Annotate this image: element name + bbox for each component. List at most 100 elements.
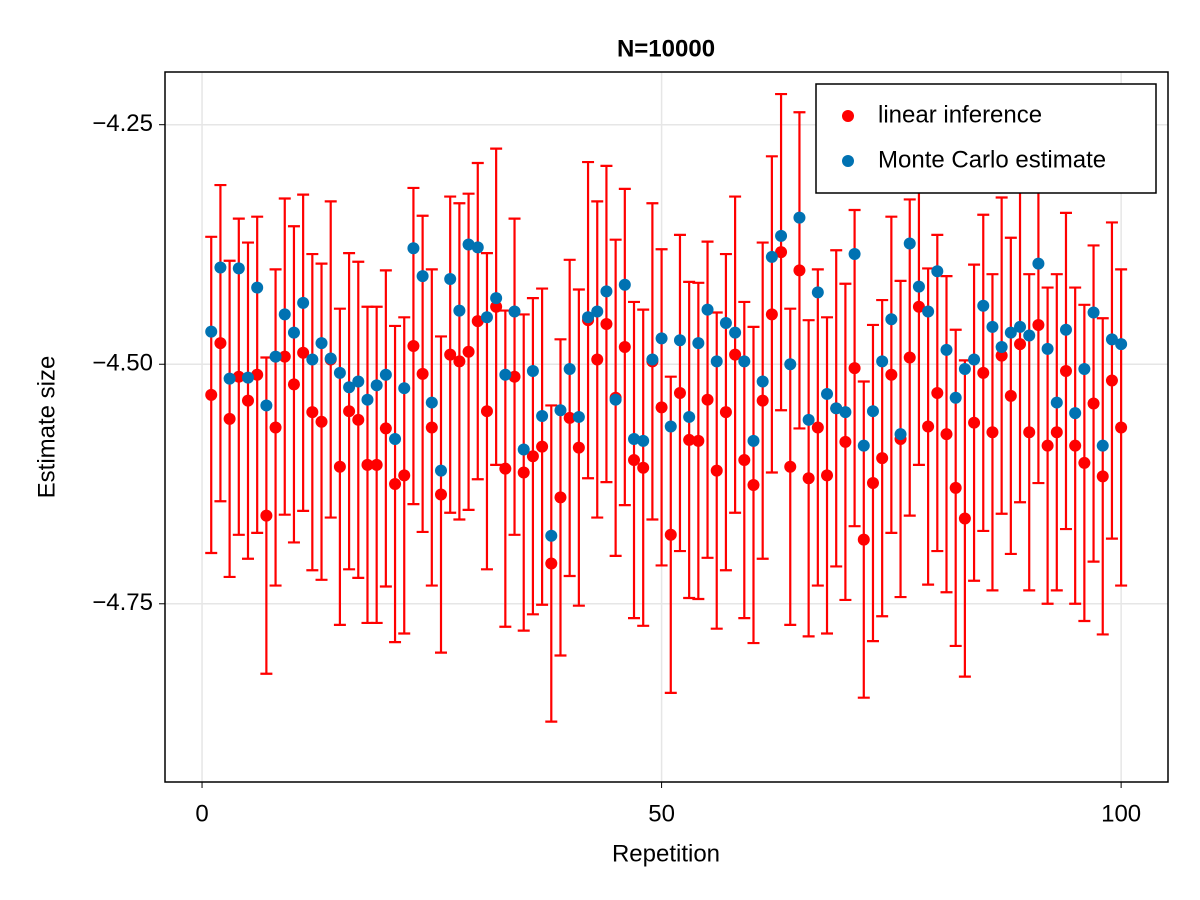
point (1050, 426, 1063, 439)
point (416, 367, 429, 380)
point (554, 491, 567, 504)
point (977, 299, 990, 312)
point (738, 355, 751, 368)
point (673, 334, 686, 347)
point (416, 270, 429, 283)
point (278, 308, 291, 321)
point (499, 462, 512, 475)
point (1023, 426, 1036, 439)
point (361, 393, 374, 406)
point (692, 434, 705, 447)
point (306, 406, 319, 419)
point (701, 393, 714, 406)
plot-frame (164, 71, 1169, 783)
point (618, 278, 631, 291)
point (922, 305, 935, 318)
point (1032, 318, 1045, 331)
point (278, 350, 291, 363)
point (802, 413, 815, 426)
point (729, 348, 742, 361)
point (655, 401, 668, 414)
point (1096, 439, 1109, 452)
point (995, 349, 1008, 362)
point (297, 346, 310, 359)
point (398, 469, 411, 482)
point (526, 450, 539, 463)
point (453, 355, 466, 368)
point (582, 311, 595, 324)
point (333, 366, 346, 379)
point (866, 477, 879, 490)
point (545, 557, 558, 570)
point (747, 434, 760, 447)
point (287, 378, 300, 391)
point (811, 421, 824, 434)
point (1078, 456, 1091, 469)
point (655, 332, 668, 345)
point (821, 387, 834, 400)
point (223, 372, 236, 385)
point (646, 353, 659, 366)
point (692, 337, 705, 350)
point (1087, 397, 1100, 410)
point (361, 458, 374, 471)
point (462, 238, 475, 251)
point (444, 348, 457, 361)
point (462, 345, 475, 358)
point (1059, 364, 1072, 377)
point (876, 355, 889, 368)
point (297, 296, 310, 309)
point (912, 280, 925, 293)
point (821, 469, 834, 482)
legend-marker (842, 110, 854, 122)
point (628, 454, 641, 467)
point (885, 368, 898, 381)
point (1059, 323, 1072, 336)
point (1096, 470, 1109, 483)
point (857, 533, 870, 546)
point (435, 488, 448, 501)
point (572, 441, 585, 454)
point (425, 421, 438, 434)
point (554, 404, 567, 417)
point (471, 315, 484, 328)
point (949, 391, 962, 404)
point (839, 406, 852, 419)
x-tick-label: 0 (195, 800, 208, 827)
point (287, 326, 300, 339)
legend-label: linear inference (878, 101, 1042, 128)
point (490, 300, 503, 313)
point (637, 434, 650, 447)
point (931, 386, 944, 399)
point (205, 325, 218, 338)
point (968, 353, 981, 366)
point (435, 464, 448, 477)
point (793, 264, 806, 277)
point (968, 416, 981, 429)
point (931, 265, 944, 278)
point (977, 366, 990, 379)
point (508, 305, 521, 318)
point (536, 440, 549, 453)
point (885, 313, 898, 326)
point (830, 402, 843, 415)
point (389, 478, 402, 491)
point (471, 241, 484, 254)
point (719, 317, 732, 330)
point (618, 340, 631, 353)
y-tick-label: −4.50 (92, 350, 153, 377)
point (729, 326, 742, 339)
point (251, 368, 264, 381)
point (894, 428, 907, 441)
point (1087, 306, 1100, 319)
point (784, 460, 797, 473)
point (1041, 342, 1054, 355)
point (986, 320, 999, 333)
point (922, 420, 935, 433)
point (710, 355, 723, 368)
point (1115, 338, 1128, 351)
point (940, 343, 953, 356)
point (1004, 326, 1017, 339)
point (389, 432, 402, 445)
point (370, 379, 383, 392)
